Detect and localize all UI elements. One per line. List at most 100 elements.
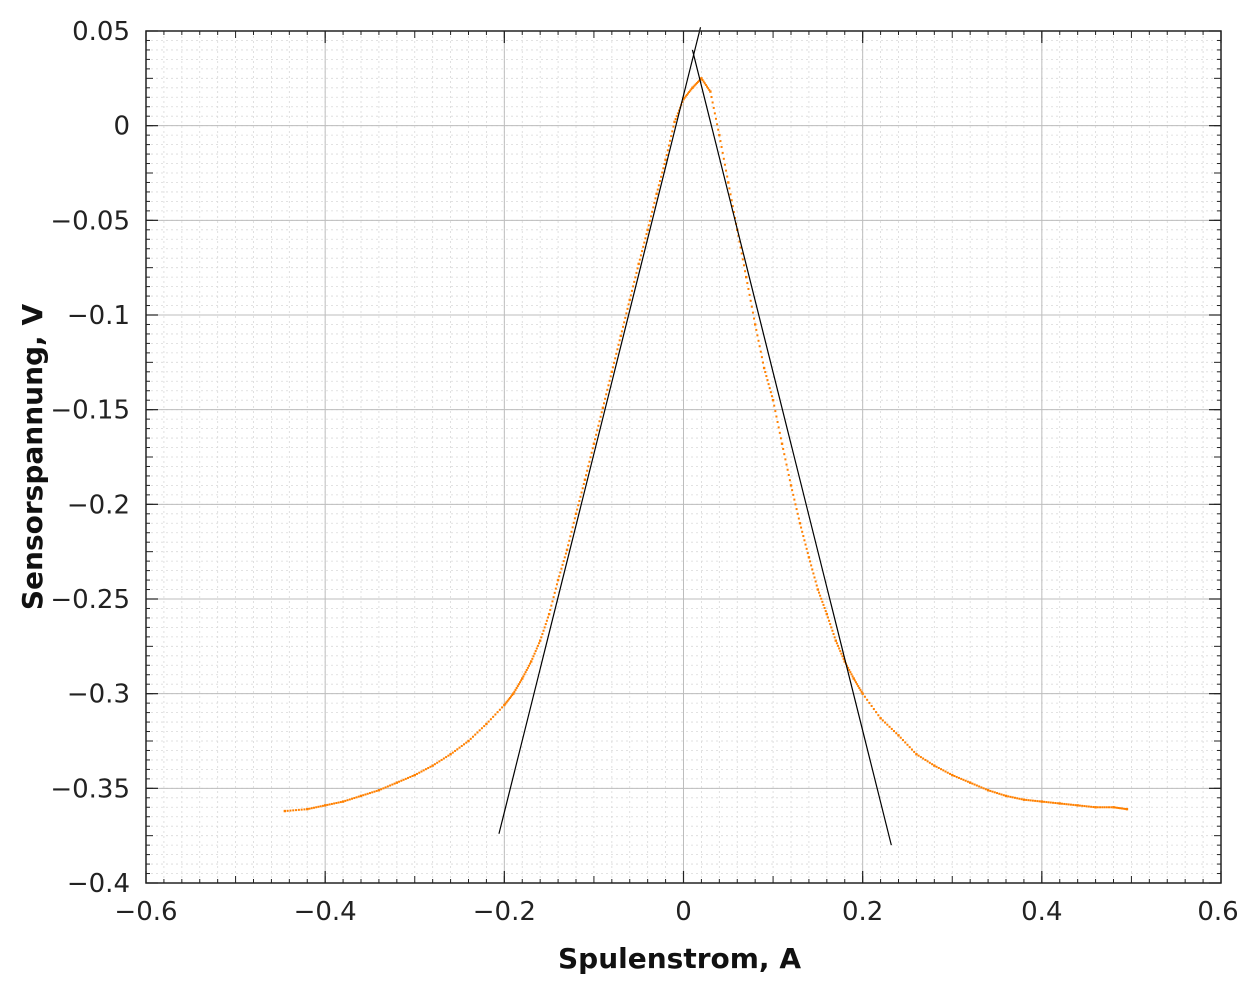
- data-point-dense: [800, 526, 803, 529]
- data-point-dense: [690, 88, 693, 91]
- data-point: [1058, 802, 1061, 805]
- data-point-dense: [454, 749, 457, 752]
- data-point-dense: [940, 768, 943, 771]
- data-point-dense: [1069, 803, 1072, 806]
- data-point-dense: [946, 771, 949, 774]
- x-tick-label: 0: [675, 897, 692, 927]
- data-point-dense: [458, 746, 461, 749]
- data-point: [1094, 806, 1097, 809]
- data-point-dense: [627, 303, 630, 306]
- data-point-dense: [638, 258, 641, 261]
- data-point-dense: [382, 787, 385, 790]
- data-point-dense: [857, 685, 860, 688]
- data-point-dense: [1119, 807, 1122, 810]
- data-point-dense: [695, 82, 698, 85]
- data-point-dense: [722, 157, 725, 160]
- data-point-dense: [719, 140, 722, 143]
- series-layer: [283, 27, 1129, 846]
- data-point: [915, 753, 918, 756]
- data-point-dense: [966, 780, 969, 783]
- data-point-dense: [562, 560, 565, 563]
- data-point-dense: [615, 352, 618, 355]
- data-point: [610, 370, 614, 373]
- data-point-dense: [823, 606, 826, 609]
- data-point: [897, 734, 900, 737]
- data-point-dense: [1027, 799, 1030, 802]
- data-point-dense: [839, 650, 842, 653]
- data-point-dense: [1034, 799, 1037, 802]
- data-point-dense: [738, 240, 741, 243]
- data-point-dense: [644, 237, 647, 240]
- data-point-dense: [543, 626, 546, 629]
- data-point-dense: [353, 797, 356, 800]
- ticks: [145, 30, 1222, 884]
- data-point-dense: [442, 757, 445, 760]
- data-point-dense: [611, 366, 614, 369]
- fit-line: [498, 27, 702, 834]
- data-point-dense: [384, 786, 387, 789]
- data-point-dense: [672, 125, 675, 128]
- data-point-dense: [793, 498, 796, 501]
- data-point-dense: [1043, 800, 1046, 803]
- data-point-dense: [931, 763, 934, 766]
- data-point-dense: [937, 766, 940, 769]
- data-point-dense: [460, 744, 463, 747]
- data-point-dense: [886, 723, 889, 726]
- data-point-dense: [908, 746, 911, 749]
- data-point-dense: [764, 371, 767, 374]
- data-point-dense: [623, 321, 626, 324]
- data-point-dense: [1092, 806, 1095, 809]
- data-point-dense: [671, 130, 674, 133]
- data-point-dense: [315, 806, 318, 809]
- data-point-dense: [620, 330, 623, 333]
- data-point-dense: [1007, 795, 1010, 798]
- data-point-dense: [984, 788, 987, 791]
- data-point-dense: [355, 796, 358, 799]
- data-point-dense: [665, 154, 668, 157]
- data-point-dense: [890, 727, 893, 730]
- data-point-dense: [648, 219, 651, 222]
- data-point-dense: [445, 756, 448, 759]
- data-point-dense: [362, 794, 365, 797]
- data-point-dense: [742, 264, 745, 267]
- data-point-dense: [1124, 807, 1127, 810]
- data-point: [583, 478, 587, 481]
- data-point: [968, 781, 972, 784]
- data-point: [646, 228, 649, 231]
- data-point-dense: [411, 775, 414, 778]
- data-point-dense: [919, 756, 922, 759]
- data-point-dense: [860, 690, 863, 693]
- data-point-dense: [694, 83, 697, 86]
- data-point-dense: [626, 307, 629, 310]
- data-point-dense: [868, 701, 871, 704]
- data-point: [1125, 807, 1129, 811]
- data-point-dense: [1115, 806, 1118, 809]
- data-point: [359, 794, 363, 798]
- data-point-dense: [859, 688, 862, 691]
- data-point-dense: [924, 758, 927, 761]
- data-point-dense: [863, 695, 866, 698]
- data-point-dense: [1020, 798, 1023, 801]
- data-point-dense: [792, 493, 795, 496]
- data-point-dense: [1011, 796, 1014, 799]
- data-point-dense: [514, 688, 517, 691]
- data-point-dense: [519, 681, 522, 684]
- x-tick-label: 0.6: [1197, 897, 1238, 927]
- data-point-dense: [922, 757, 925, 760]
- data-point-dense: [829, 623, 832, 626]
- data-point-dense: [589, 456, 592, 459]
- data-point-dense: [731, 205, 734, 208]
- data-point-dense: [782, 447, 785, 450]
- data-point-dense: [630, 289, 633, 292]
- data-point-dense: [529, 662, 532, 665]
- data-point: [700, 77, 703, 80]
- data-point-dense: [842, 657, 845, 660]
- data-point-dense: [1108, 806, 1111, 809]
- data-point-dense: [1117, 806, 1120, 809]
- data-point-dense: [624, 316, 627, 319]
- data-point-dense: [729, 193, 732, 196]
- data-point-dense: [785, 463, 788, 466]
- data-point-dense: [856, 683, 859, 686]
- data-point-dense: [451, 751, 454, 754]
- data-point-dense: [730, 199, 733, 202]
